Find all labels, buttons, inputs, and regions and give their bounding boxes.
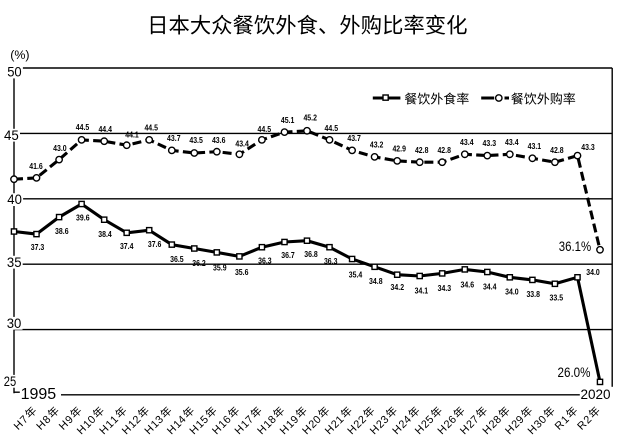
svg-text:34.3: 34.3	[438, 284, 452, 293]
svg-text:35.6: 35.6	[235, 268, 249, 277]
svg-text:50: 50	[7, 64, 22, 80]
svg-text:35: 35	[7, 254, 22, 270]
svg-text:34.4: 34.4	[483, 283, 497, 292]
svg-text:36.5: 36.5	[170, 255, 184, 264]
svg-text:33.8: 33.8	[526, 290, 540, 299]
svg-text:42.9: 42.9	[392, 145, 406, 154]
svg-text:43.6: 43.6	[212, 136, 226, 145]
svg-text:34.0: 34.0	[586, 268, 600, 277]
svg-text:43.2: 43.2	[370, 141, 384, 150]
svg-text:34.8: 34.8	[369, 277, 383, 286]
svg-text:40: 40	[7, 191, 22, 207]
svg-text:42.8: 42.8	[415, 146, 429, 155]
svg-text:36.3: 36.3	[324, 257, 338, 266]
svg-text:36.1%: 36.1%	[559, 239, 591, 254]
svg-text:44.5: 44.5	[76, 123, 90, 132]
svg-text:43.3: 43.3	[581, 143, 595, 152]
svg-text:37.3: 37.3	[31, 243, 45, 252]
svg-text:43.3: 43.3	[483, 139, 497, 148]
svg-text:45.1: 45.1	[281, 116, 295, 125]
svg-text:42.8: 42.8	[437, 146, 451, 155]
svg-text:38.4: 38.4	[98, 230, 112, 239]
svg-text:35.4: 35.4	[349, 271, 363, 280]
svg-text:44.5: 44.5	[325, 124, 339, 133]
svg-text:26.0%: 26.0%	[558, 365, 591, 380]
svg-text:45.2: 45.2	[303, 114, 317, 123]
svg-text:43.7: 43.7	[347, 134, 361, 143]
svg-text:35.9: 35.9	[213, 263, 227, 272]
svg-text:36.2: 36.2	[192, 259, 206, 268]
svg-text:43.4: 43.4	[235, 139, 249, 148]
svg-text:43.5: 43.5	[189, 136, 203, 145]
svg-text:30: 30	[7, 315, 22, 331]
svg-text:37.6: 37.6	[148, 240, 162, 249]
svg-text:45: 45	[4, 127, 19, 143]
svg-text:37.4: 37.4	[120, 242, 134, 251]
svg-text:34.1: 34.1	[415, 287, 429, 296]
svg-text:33.5: 33.5	[550, 293, 564, 302]
svg-text:34.2: 34.2	[391, 283, 405, 292]
svg-text:44.1: 44.1	[125, 130, 139, 139]
svg-text:1995: 1995	[21, 386, 57, 403]
svg-text:44.4: 44.4	[98, 125, 112, 134]
svg-text:43.4: 43.4	[505, 138, 519, 147]
svg-text:36.3: 36.3	[258, 257, 272, 266]
svg-text:42.8: 42.8	[550, 146, 564, 155]
svg-text:39.6: 39.6	[76, 213, 90, 222]
svg-text:41.6: 41.6	[29, 162, 43, 171]
svg-text:43.0: 43.0	[53, 144, 67, 153]
svg-text:44.5: 44.5	[258, 125, 272, 134]
svg-text:34.6: 34.6	[461, 280, 475, 289]
svg-text:34.0: 34.0	[505, 288, 519, 297]
svg-text:36.8: 36.8	[304, 250, 318, 259]
svg-text:36.7: 36.7	[281, 251, 295, 260]
svg-text:2020: 2020	[581, 387, 611, 402]
svg-text:43.4: 43.4	[460, 138, 474, 147]
svg-text:43.7: 43.7	[167, 134, 181, 143]
svg-text:(%): (%)	[10, 48, 29, 62]
svg-text:43.1: 43.1	[528, 142, 542, 151]
svg-text:38.6: 38.6	[55, 227, 69, 236]
svg-text:44.5: 44.5	[144, 124, 158, 133]
svg-text:25: 25	[4, 373, 17, 389]
